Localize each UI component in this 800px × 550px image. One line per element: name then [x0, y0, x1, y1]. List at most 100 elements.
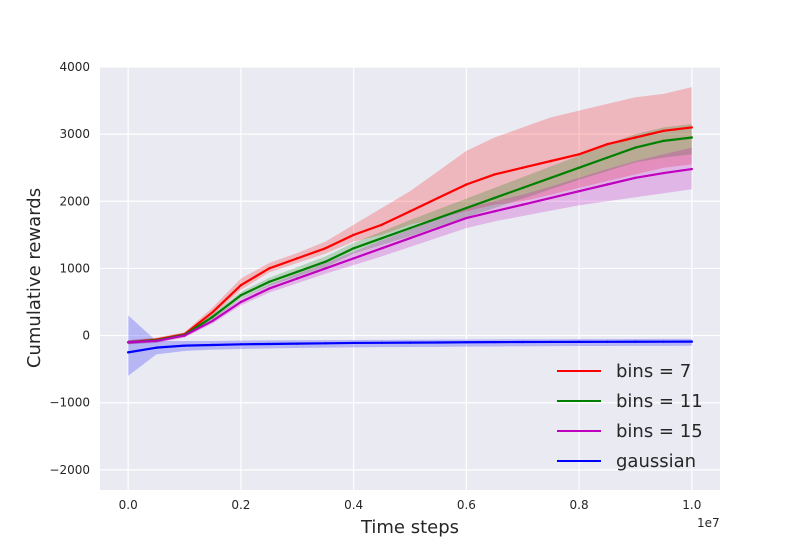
data-point — [549, 159, 553, 163]
series-band-0 — [128, 87, 692, 345]
legend-label: bins = 11 — [616, 391, 703, 412]
data-point — [183, 334, 186, 337]
data-point — [267, 342, 271, 346]
data-point — [549, 196, 553, 200]
data-point — [352, 233, 355, 237]
data-point — [352, 247, 355, 250]
data-point — [436, 226, 440, 230]
x-tick-label: 0.0 — [119, 498, 138, 512]
data-point — [155, 346, 158, 349]
data-point — [577, 340, 581, 344]
y-axis-ticks: −2000 −1000 0 1000 2000 3000 4000 — [49, 60, 90, 477]
y-tick-label: 4000 — [59, 60, 90, 74]
data-point — [436, 196, 440, 200]
data-point — [690, 136, 694, 139]
data-point — [267, 280, 271, 284]
data-point — [324, 342, 327, 345]
y-tick-label: −1000 — [49, 396, 90, 410]
legend-label: bins = 7 — [616, 361, 691, 382]
data-point — [267, 267, 271, 270]
data-point — [549, 176, 553, 179]
data-point — [690, 167, 694, 171]
y-axis-label: Cumulative rewards — [24, 188, 45, 368]
data-point — [606, 183, 609, 186]
series-band-1 — [128, 124, 692, 345]
data-point — [324, 247, 327, 250]
data-point — [690, 340, 694, 343]
data-point — [493, 340, 496, 344]
data-point — [408, 341, 412, 344]
data-point — [634, 176, 637, 179]
data-point — [296, 270, 299, 273]
data-point — [211, 343, 214, 347]
data-point — [465, 216, 468, 220]
data-point — [239, 300, 243, 304]
y-tick-label: −2000 — [49, 463, 90, 477]
data-point — [126, 341, 130, 344]
data-point — [662, 139, 665, 143]
grid — [100, 66, 720, 490]
data-point — [352, 341, 355, 345]
y-tick-label: 3000 — [59, 127, 90, 141]
data-point — [408, 237, 412, 240]
x-tick-label: 0.8 — [570, 498, 589, 512]
data-point — [436, 216, 440, 220]
data-point — [662, 129, 665, 132]
data-point — [521, 186, 524, 190]
data-point — [634, 340, 637, 343]
data-point — [324, 260, 327, 263]
x-axis-label: Time steps — [360, 517, 459, 538]
x-axis-ticks: 0.0 0.2 0.4 0.6 0.8 1.0 — [119, 498, 702, 512]
data-point — [408, 210, 412, 213]
data-point — [549, 340, 553, 344]
data-point — [211, 319, 214, 322]
data-point — [606, 156, 609, 159]
data-point — [324, 267, 327, 270]
x-axis-offset: 1e7 — [697, 516, 720, 530]
data-point — [408, 226, 412, 230]
data-point — [239, 343, 243, 346]
data-point — [493, 210, 496, 213]
data-point — [296, 342, 299, 345]
series-band-3 — [128, 315, 692, 376]
data-point — [521, 203, 524, 206]
data-point — [380, 223, 384, 226]
data-point — [465, 183, 468, 186]
legend: bins = 7 bins = 11 bins = 15 gaussian — [557, 361, 703, 472]
y-tick-label: 1000 — [59, 261, 90, 275]
data-point — [380, 341, 384, 345]
data-point — [352, 257, 355, 260]
x-tick-label: 1.0 — [682, 498, 701, 512]
data-point — [634, 136, 637, 139]
data-point — [577, 190, 581, 193]
data-point — [436, 341, 440, 344]
data-point — [183, 344, 186, 347]
data-point — [521, 340, 524, 344]
data-point — [606, 340, 609, 344]
data-point — [690, 126, 694, 129]
data-point — [493, 196, 496, 200]
x-tick-label: 0.2 — [231, 498, 250, 512]
legend-label: gaussian — [616, 451, 696, 472]
data-point — [493, 173, 496, 176]
series-lines — [126, 126, 694, 354]
data-point — [465, 341, 468, 344]
data-point — [577, 166, 581, 169]
y-tick-label: 0 — [82, 329, 90, 343]
y-tick-label: 2000 — [59, 194, 90, 208]
data-point — [521, 166, 524, 169]
data-point — [380, 247, 384, 250]
x-tick-label: 0.6 — [457, 498, 476, 512]
data-point — [606, 143, 609, 146]
legend-label: bins = 15 — [616, 421, 703, 442]
data-point — [126, 351, 130, 354]
data-point — [296, 277, 299, 280]
data-point — [239, 284, 243, 287]
data-point — [662, 171, 665, 175]
data-point — [267, 287, 271, 290]
data-point — [239, 294, 243, 297]
data-point — [211, 315, 214, 318]
x-tick-label: 0.4 — [344, 498, 363, 512]
data-point — [662, 340, 665, 343]
